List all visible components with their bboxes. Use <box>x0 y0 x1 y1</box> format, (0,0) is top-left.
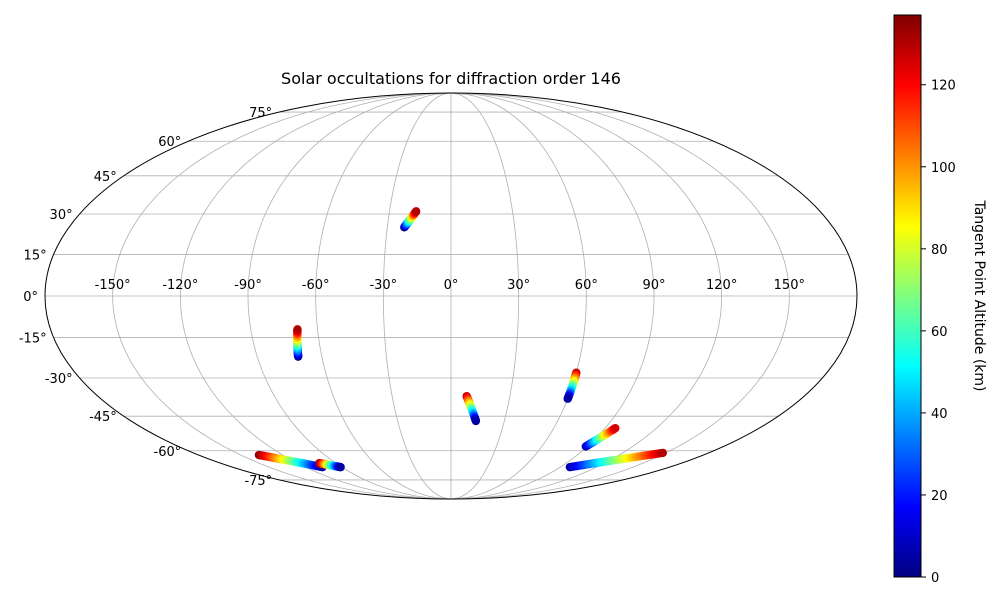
latitude-tick-label: 15° <box>24 248 47 263</box>
longitude-tick-label: -60° <box>302 278 330 293</box>
globe-outline <box>44 92 858 500</box>
meridian-line <box>450 93 655 499</box>
chart-title: Solar occultations for diffraction order… <box>281 69 621 88</box>
latitude-tick-label: 0° <box>23 290 38 305</box>
colorbar-tick-label: 80 <box>931 243 948 258</box>
meridian-line <box>450 93 587 499</box>
latitude-tick-label: -30° <box>45 372 73 387</box>
latitude-tick-label: 60° <box>158 135 181 150</box>
occultation-point <box>293 325 302 334</box>
latitude-tick-label: -15° <box>19 332 47 347</box>
occultation-point <box>563 394 572 403</box>
meridian-line <box>450 93 723 499</box>
colorbar-label: Tangent Point Altitude (km) <box>971 199 987 391</box>
latitude-tick-label: 30° <box>50 208 73 223</box>
longitude-tick-label: 150° <box>774 278 805 293</box>
colorbar-tick-label: 60 <box>931 325 948 340</box>
meridian-line <box>315 93 452 499</box>
meridian-line <box>382 93 452 499</box>
longitude-tick-label: -120° <box>162 278 198 293</box>
occultation-point <box>611 423 620 433</box>
occultation-points <box>254 207 668 472</box>
colorbar-tick-label: 0 <box>931 571 939 586</box>
occultation-point <box>336 462 345 472</box>
occultation-track <box>462 391 481 426</box>
longitude-tick-label: 0° <box>444 278 459 293</box>
occultation-track <box>581 423 620 451</box>
latitude-tick-label: 75° <box>249 106 272 121</box>
longitude-tick-label: -150° <box>95 278 131 293</box>
longitude-tick-label: 60° <box>575 278 598 293</box>
colorbar-ticks: 0 20 40 60 80 100 120 <box>921 79 956 586</box>
meridian-line <box>450 93 790 499</box>
occultation-track <box>315 459 345 472</box>
meridian-line <box>450 93 520 499</box>
meridian-line <box>179 93 452 499</box>
occultation-track <box>563 368 581 403</box>
colorbar-tick-label: 100 <box>931 161 956 176</box>
occultation-track <box>400 207 421 232</box>
latitude-tick-label: 45° <box>94 170 117 185</box>
occultation-track <box>293 325 303 361</box>
longitude-tick-label: 90° <box>642 278 665 293</box>
occultation-point <box>411 207 421 216</box>
occultation-point <box>471 416 481 426</box>
latitude-tick-label: -60° <box>154 445 182 460</box>
colorbar-tick-label: 20 <box>931 489 948 504</box>
meridian-line <box>112 93 452 499</box>
colorbar <box>893 14 922 578</box>
latitude-tick-label: -75° <box>244 474 272 489</box>
latitude-tick-label: -45° <box>89 410 117 425</box>
meridian-line <box>247 93 452 499</box>
longitude-tick-label: -90° <box>234 278 262 293</box>
occultation-track <box>565 448 668 472</box>
graticule <box>45 93 857 499</box>
colorbar-tick-label: 40 <box>931 407 948 422</box>
longitude-tick-labels: -150° -120° -90° -60° -30° 0° 30° 60° 90° 120° 150… <box>95 278 805 293</box>
longitude-tick-label: 120° <box>706 278 737 293</box>
colorbar-tick-label: 120 <box>931 79 956 94</box>
occultation-point <box>658 448 668 458</box>
longitude-tick-label: 30° <box>507 278 530 293</box>
longitude-tick-label: -30° <box>369 278 397 293</box>
latitude-tick-labels: 75° 60° 45° 30° 15° 0° -15° -30° -45° -60° -75° <box>19 106 272 489</box>
